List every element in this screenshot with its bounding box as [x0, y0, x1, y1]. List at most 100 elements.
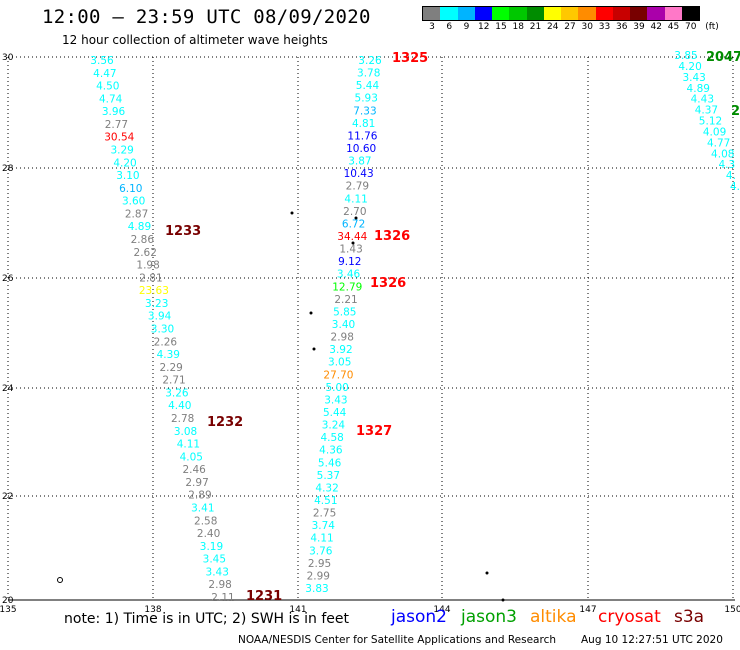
wave-height-value: 4.11 — [344, 193, 367, 205]
wave-height-value: 3.40 — [332, 319, 355, 331]
wave-height-value: 3.29 — [110, 145, 133, 157]
wave-height-value: 2.86 — [131, 234, 155, 246]
color-swatch-15 — [492, 7, 510, 20]
wave-height-value: 3.45 — [203, 554, 226, 566]
wave-height-value: 2.87 — [125, 208, 148, 220]
color-scale-label: 3 — [429, 22, 435, 32]
wave-height-value: 27.70 — [323, 369, 353, 381]
wave-height-value: 4.89 — [128, 221, 151, 233]
wave-height-value: 5.37 — [317, 470, 340, 482]
color-swatch-30 — [578, 7, 596, 20]
color-swatch-42 — [647, 7, 665, 20]
color-swatch-24 — [543, 7, 561, 20]
satellite-legend-altika: altika — [530, 607, 577, 627]
lon-tick-label: 147 — [579, 605, 596, 615]
lon-tick-label: 150 — [724, 605, 740, 615]
footer-note: note: 1) Time is in UTC; 2) SWH is in fe… — [64, 611, 350, 627]
wave-height-value: 4.20 — [113, 157, 136, 169]
wave-height-value: 2.97 — [185, 477, 208, 489]
lat-tick-label: 20 — [2, 596, 14, 606]
wave-height-value: 4.39 — [157, 349, 180, 361]
wave-height-value: 1.98 — [136, 260, 159, 272]
wave-height-value: 2.75 — [313, 508, 336, 520]
color-swatch-12 — [474, 7, 492, 20]
wave-height-value: 4.05 — [180, 451, 203, 463]
wave-height-value: 3.74 — [312, 520, 336, 532]
wave-height-value: 3.23 — [145, 298, 168, 310]
wave-height-value: 3.78 — [357, 68, 380, 80]
wave-height-value: 3.26 — [358, 55, 382, 67]
wave-height-value: 4.40 — [168, 400, 191, 412]
pass-time-label: 1232 — [207, 415, 243, 430]
wave-height-value: 4.81 — [352, 118, 375, 130]
pass-time-label: 1327 — [356, 424, 392, 439]
satellite-legend-jason2: jason2 — [391, 607, 447, 627]
wave-height-value: 23.63 — [139, 285, 169, 297]
island-marker — [351, 241, 355, 245]
pass-time-label: 1325 — [392, 51, 428, 66]
island-marker — [312, 347, 316, 351]
wave-height-value: 3.60 — [122, 196, 145, 208]
pass-time-label: 1231 — [246, 589, 282, 604]
color-scale-label: 36 — [616, 22, 628, 32]
wave-height-value: 3.87 — [348, 156, 371, 168]
wave-height-value: 5.85 — [333, 306, 356, 318]
wave-height-value: 3.43 — [682, 72, 705, 84]
satellite-legend-s3a: s3a — [674, 607, 705, 627]
wave-height-value: 2.46 — [182, 464, 206, 476]
lon-tick-label: 135 — [0, 605, 17, 615]
wave-height-value: 11.76 — [347, 130, 377, 142]
wave-height-value: 3.76 — [309, 545, 333, 557]
wave-height-value: 5.93 — [355, 93, 378, 105]
wave-height-value: 2.98 — [208, 579, 231, 591]
island-marker — [354, 216, 358, 220]
wave-height-value: 3.46 — [337, 269, 361, 281]
island-marker — [290, 211, 294, 215]
wave-height-value: 3.43 — [324, 394, 347, 406]
wave-height-value: 4.09 — [703, 126, 726, 138]
wave-height-value: 2.77 — [105, 119, 128, 131]
satellite-legend-jason3: jason3 — [461, 607, 517, 627]
color-scale-label: 21 — [529, 22, 542, 32]
wave-height-value: 3.96 — [102, 106, 126, 118]
wave-height-value: 4.50 — [96, 81, 119, 93]
color-swatch-21 — [526, 7, 544, 20]
lat-tick-label: 24 — [2, 384, 14, 394]
wave-height-value: 4. — [730, 181, 740, 193]
wave-height-value: 7.33 — [353, 105, 376, 117]
lat-tick-label: 28 — [2, 164, 14, 174]
color-scale-label: 45 — [667, 22, 680, 32]
map-title: 12:00 – 23:59 UTC 08/09/2020 — [42, 6, 371, 28]
color-swatch-39 — [630, 7, 648, 20]
pass-time-label: 2047 — [706, 50, 740, 65]
wave-height-value: 1.43 — [339, 244, 362, 256]
wave-height-value: 2.58 — [194, 515, 217, 527]
color-scale-label: 30 — [581, 22, 593, 32]
color-swatch-45 — [664, 7, 682, 20]
lon-tick-label: 141 — [289, 605, 306, 615]
wave-height-value: 10.60 — [346, 143, 376, 155]
wave-height-value: 5.00 — [325, 382, 348, 394]
wave-height-value: 3.30 — [151, 324, 174, 336]
wave-height-value: 2.26 — [154, 336, 178, 348]
wave-height-value: 2.71 — [162, 375, 185, 387]
wave-height-value: 34.44 — [337, 231, 367, 243]
color-swatch-27 — [561, 7, 579, 20]
wave-height-value: 2.29 — [159, 362, 182, 374]
lat-tick-label: 26 — [2, 274, 14, 284]
color-scale-label: 24 — [547, 22, 559, 32]
color-swatch-9 — [457, 7, 475, 20]
lon-tick-label: 144 — [433, 605, 450, 615]
wave-height-value: 4.3 — [718, 159, 735, 171]
wave-height-value: 6.72 — [342, 218, 365, 230]
wave-height-value: 2.79 — [346, 181, 369, 193]
color-swatch-6 — [440, 7, 458, 20]
wave-height-value: 2.70 — [343, 206, 366, 218]
color-swatch-33 — [595, 7, 613, 20]
color-scale-label: 18 — [512, 22, 524, 32]
wave-height-value: 3.24 — [322, 420, 346, 432]
wave-height-value: 12.79 — [332, 281, 362, 293]
wave-height-value: 5.44 — [323, 407, 347, 419]
wave-height-value: 2.98 — [331, 332, 354, 344]
